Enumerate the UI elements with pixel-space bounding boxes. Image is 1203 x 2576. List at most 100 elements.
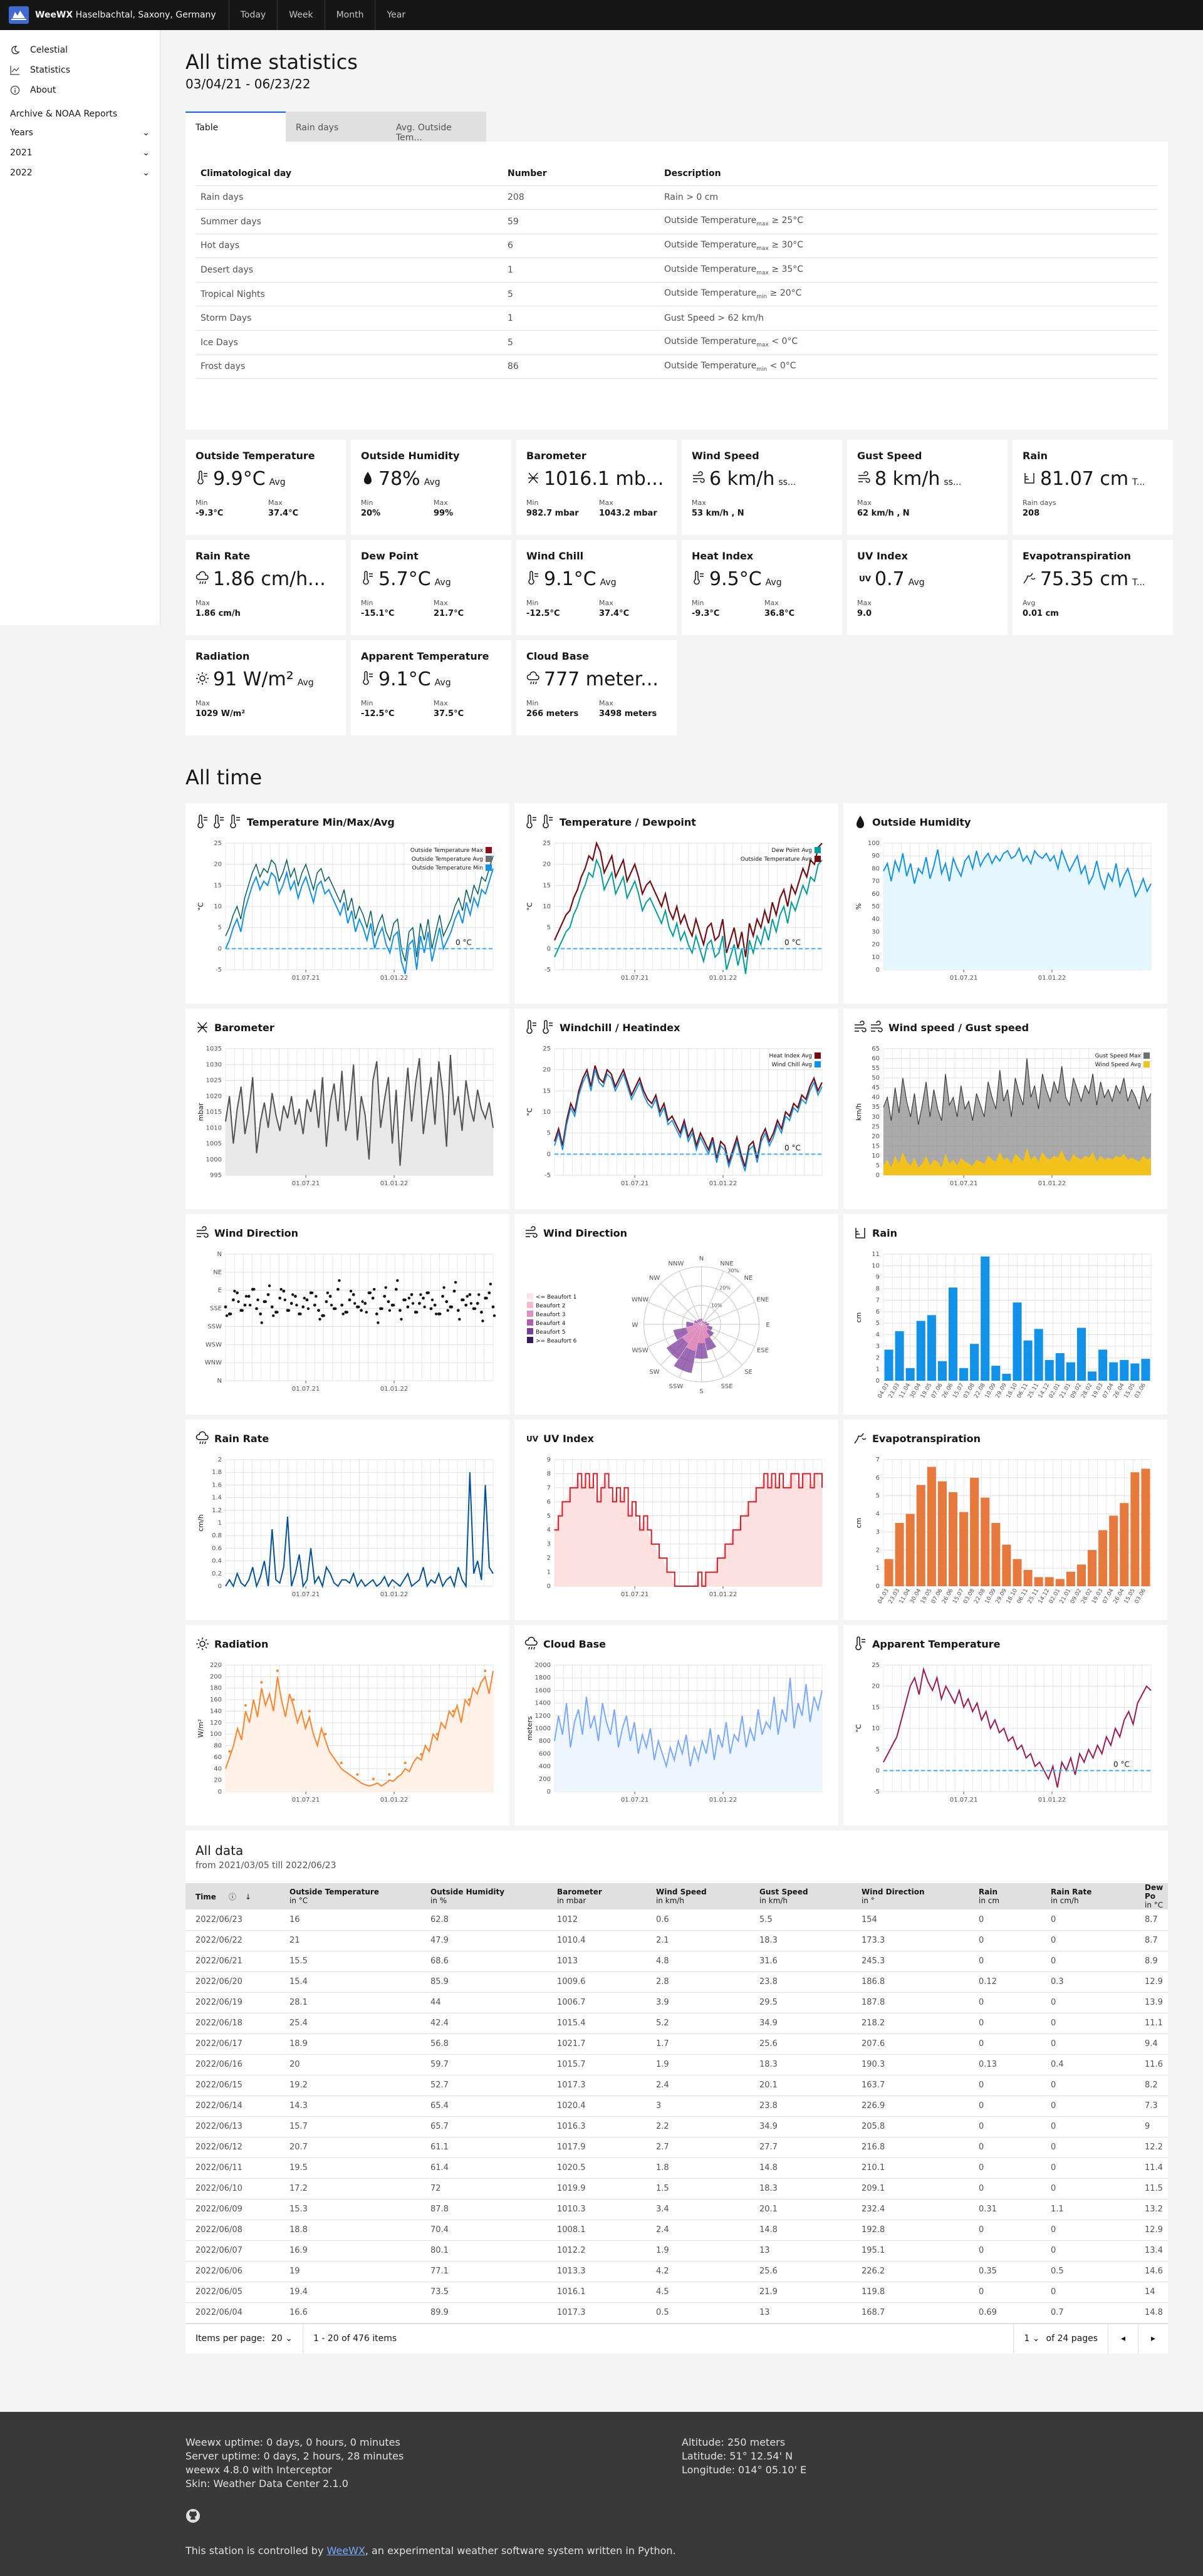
table-cell: 4.2 bbox=[646, 2261, 749, 2282]
rain-gauge-icon bbox=[1024, 472, 1034, 484]
table-cell: 17.2 bbox=[279, 2178, 420, 2199]
table-row: 2022/06/05 19.4 73.5 1016.1 4.5 21.9 119.8 0 0 14 bbox=[185, 2282, 1168, 2303]
data-point bbox=[306, 1307, 310, 1311]
zero-annotation: 0 °C bbox=[456, 938, 472, 947]
legend-entry[interactable]: Outside Temperature Avg bbox=[741, 856, 812, 863]
column-header[interactable]: Time ⓘ ↓ bbox=[185, 1883, 279, 1909]
weewx-link[interactable]: WeeWX bbox=[326, 2545, 365, 2557]
sidebar-group-years[interactable]: Years ⌄ bbox=[10, 128, 150, 138]
data-point bbox=[388, 1773, 391, 1776]
column-header[interactable]: Outside Humidity in % bbox=[420, 1883, 547, 1909]
table-cell: 25.6 bbox=[749, 2261, 851, 2282]
legend-entry[interactable]: Beaufort 5 bbox=[536, 1329, 565, 1336]
chart-card-13: Cloud Base 0 200 400 600 800 1000 1200 1400 1600 1… bbox=[514, 1625, 838, 1826]
info-icon: ⓘ bbox=[228, 1892, 236, 1901]
direction-label: ENE bbox=[756, 1296, 769, 1303]
data-point bbox=[322, 1314, 325, 1317]
table-cell: 23.8 bbox=[749, 1971, 851, 1993]
legend-entry[interactable]: Beaufort 3 bbox=[536, 1312, 565, 1318]
table-row: 2022/06/16 20 59.7 1015.7 1.9 18.3 190.3 0.13 0.… bbox=[185, 2054, 1168, 2075]
column-header[interactable]: Barometer in mbar bbox=[547, 1883, 646, 1909]
legend-entry[interactable]: Outside Temperature Max bbox=[410, 848, 484, 854]
tab-rain-days[interactable]: Rain days bbox=[286, 112, 386, 142]
y-tick-label: 1025 bbox=[206, 1078, 222, 1084]
zero-annotation: 0 °C bbox=[784, 938, 801, 947]
y-tick-label: 0.6 bbox=[212, 1545, 222, 1552]
chart-3: 995 1000 1005 1010 1015 1020 1025 1030 1035 mbar 0… bbox=[197, 1046, 494, 1187]
weewx-logo-icon[interactable] bbox=[9, 6, 29, 24]
y-tick-label: 1400 bbox=[535, 1700, 551, 1707]
legend-entry[interactable]: Wind Chill Avg bbox=[772, 1062, 813, 1068]
table-cell: 173.3 bbox=[851, 1930, 969, 1951]
legend-entry[interactable]: Outside Temperature Avg bbox=[412, 856, 483, 863]
tile-stat-value: 99% bbox=[434, 509, 454, 518]
nav-week[interactable]: Week bbox=[277, 0, 324, 30]
legend-entry[interactable]: <= Beaufort 1 bbox=[536, 1294, 576, 1301]
table-cell: 25.6 bbox=[749, 2033, 851, 2055]
column-header[interactable]: Rain Rate in cm/h bbox=[1041, 1883, 1135, 1909]
data-point bbox=[363, 1302, 367, 1305]
legend-entry[interactable]: Outside Temperature Min bbox=[412, 865, 483, 871]
table-cell: 52.7 bbox=[420, 2075, 547, 2096]
app-brand[interactable]: WeeWX Haselbachtal, Saxony, Germany bbox=[35, 10, 216, 20]
legend-entry[interactable]: Dew Point Avg bbox=[771, 848, 812, 854]
bar bbox=[959, 1512, 969, 1586]
table-cell: 68.6 bbox=[420, 1951, 547, 1972]
bar bbox=[1013, 1302, 1022, 1381]
y-tick-label: 20 bbox=[543, 1067, 551, 1074]
tab-avg-outside-temp[interactable]: Avg. Outside Tem... bbox=[386, 112, 486, 143]
page-select[interactable]: 1 ⌄ bbox=[1024, 2334, 1040, 2344]
column-header[interactable]: Outside Temperature in °C bbox=[279, 1883, 420, 1909]
table-cell: 0 bbox=[1041, 2116, 1135, 2137]
climatological-desc: Gust Speed > 62 km/h bbox=[659, 306, 1158, 331]
data-point bbox=[372, 1777, 375, 1780]
table-cell: 9 bbox=[1135, 2116, 1168, 2137]
tile-stat-label: Max bbox=[434, 599, 448, 607]
items-per-page-select[interactable]: 20 ⌄ bbox=[271, 2334, 293, 2344]
sidebar-item-celestial[interactable]: Celestial bbox=[0, 40, 160, 60]
direction-label: E bbox=[766, 1322, 769, 1329]
sidebar-item-statistics[interactable]: Statistics bbox=[0, 60, 160, 80]
y-tick-label: 70 bbox=[872, 878, 880, 885]
data-point bbox=[264, 1300, 268, 1303]
tile-stat-value: 53 km/h , N bbox=[692, 509, 744, 518]
legend-entry[interactable]: Beaufort 2 bbox=[536, 1303, 565, 1309]
sidebar-group-2022[interactable]: 2022 ⌄ bbox=[10, 168, 150, 178]
nav-month[interactable]: Month bbox=[324, 0, 375, 30]
table-row: 2022/06/11 19.5 61.4 1020.5 1.8 14.8 210.1 0 0 11… bbox=[185, 2158, 1168, 2179]
legend-entry[interactable]: >= Beaufort 6 bbox=[536, 1338, 577, 1344]
prev-page-button[interactable]: ◂ bbox=[1108, 2324, 1138, 2354]
table-cell: 1015.4 bbox=[547, 2013, 646, 2034]
column-header[interactable]: Wind Speed in km/h bbox=[646, 1883, 749, 1909]
sidebar-group-2021[interactable]: 2021 ⌄ bbox=[10, 148, 150, 158]
legend-entry[interactable]: Beaufort 4 bbox=[536, 1321, 566, 1327]
bar bbox=[927, 1467, 936, 1586]
y-tick-label: 600 bbox=[539, 1750, 551, 1757]
data-point bbox=[283, 1298, 287, 1302]
nav-today[interactable]: Today bbox=[228, 0, 278, 30]
tab-table[interactable]: Table bbox=[185, 112, 286, 142]
tile-stat-value: 20% bbox=[361, 509, 381, 518]
table-cell: 0 bbox=[1041, 2240, 1135, 2262]
data-point bbox=[462, 1298, 465, 1302]
stat-tile-dew-point: Dew Point 5.7°C Avg Min -15.1°C Max 21.7°C bbox=[351, 540, 511, 635]
table-cell: 1012 bbox=[547, 1909, 646, 1931]
table-row: 2022/06/07 16.9 80.1 1012.2 1.9 13 195.1 0 0 13.4 bbox=[185, 2240, 1168, 2262]
legend-entry[interactable]: Wind Speed Avg bbox=[1095, 1062, 1141, 1068]
tile-stat-label: Min bbox=[526, 699, 539, 707]
column-header[interactable]: Gust Speed in km/h bbox=[749, 1883, 851, 1909]
data-point bbox=[255, 1307, 258, 1311]
legend-entry[interactable]: Heat Index Avg bbox=[769, 1053, 812, 1059]
column-header[interactable]: Dew Po in °C bbox=[1135, 1883, 1168, 1909]
tile-unit: Avg bbox=[297, 678, 314, 688]
legend-entry[interactable]: Gust Speed Max bbox=[1095, 1053, 1142, 1059]
sidebar-item-about[interactable]: About bbox=[0, 80, 160, 100]
column-header[interactable]: Rain in cm bbox=[969, 1883, 1041, 1909]
next-page-button[interactable]: ▸ bbox=[1138, 2324, 1168, 2354]
stat-tile-wind-speed: Wind Speed 6 km/h ss... Max 53 km/h , N bbox=[682, 440, 842, 535]
github-icon[interactable] bbox=[185, 2508, 200, 2526]
table-cell: 5.2 bbox=[646, 2013, 749, 2034]
tile-stat-label: Max bbox=[434, 499, 448, 507]
nav-year[interactable]: Year bbox=[375, 0, 417, 30]
column-header[interactable]: Wind Direction in ° bbox=[851, 1883, 969, 1909]
